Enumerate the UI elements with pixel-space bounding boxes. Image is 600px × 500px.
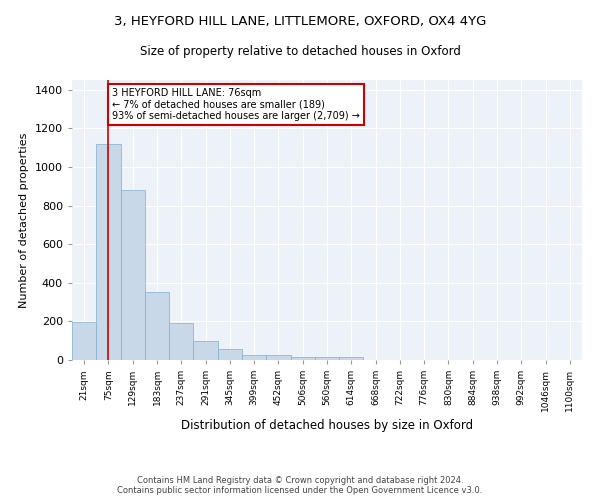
Bar: [315, 356, 339, 360]
Bar: [193, 340, 218, 360]
Bar: [72, 322, 96, 360]
Bar: [169, 324, 193, 360]
Bar: [145, 292, 169, 360]
Y-axis label: Number of detached properties: Number of detached properties: [19, 132, 29, 308]
Text: 3 HEYFORD HILL LANE: 76sqm
← 7% of detached houses are smaller (189)
93% of semi: 3 HEYFORD HILL LANE: 76sqm ← 7% of detac…: [112, 88, 360, 121]
Text: Contains HM Land Registry data © Crown copyright and database right 2024.
Contai: Contains HM Land Registry data © Crown c…: [118, 476, 482, 495]
Text: Size of property relative to detached houses in Oxford: Size of property relative to detached ho…: [140, 45, 460, 58]
X-axis label: Distribution of detached houses by size in Oxford: Distribution of detached houses by size …: [181, 420, 473, 432]
Text: 3, HEYFORD HILL LANE, LITTLEMORE, OXFORD, OX4 4YG: 3, HEYFORD HILL LANE, LITTLEMORE, OXFORD…: [114, 15, 486, 28]
Bar: [266, 355, 290, 360]
Bar: [218, 350, 242, 360]
Bar: [96, 144, 121, 360]
Bar: [242, 355, 266, 360]
Bar: [290, 356, 315, 360]
Bar: [121, 190, 145, 360]
Bar: [339, 357, 364, 360]
